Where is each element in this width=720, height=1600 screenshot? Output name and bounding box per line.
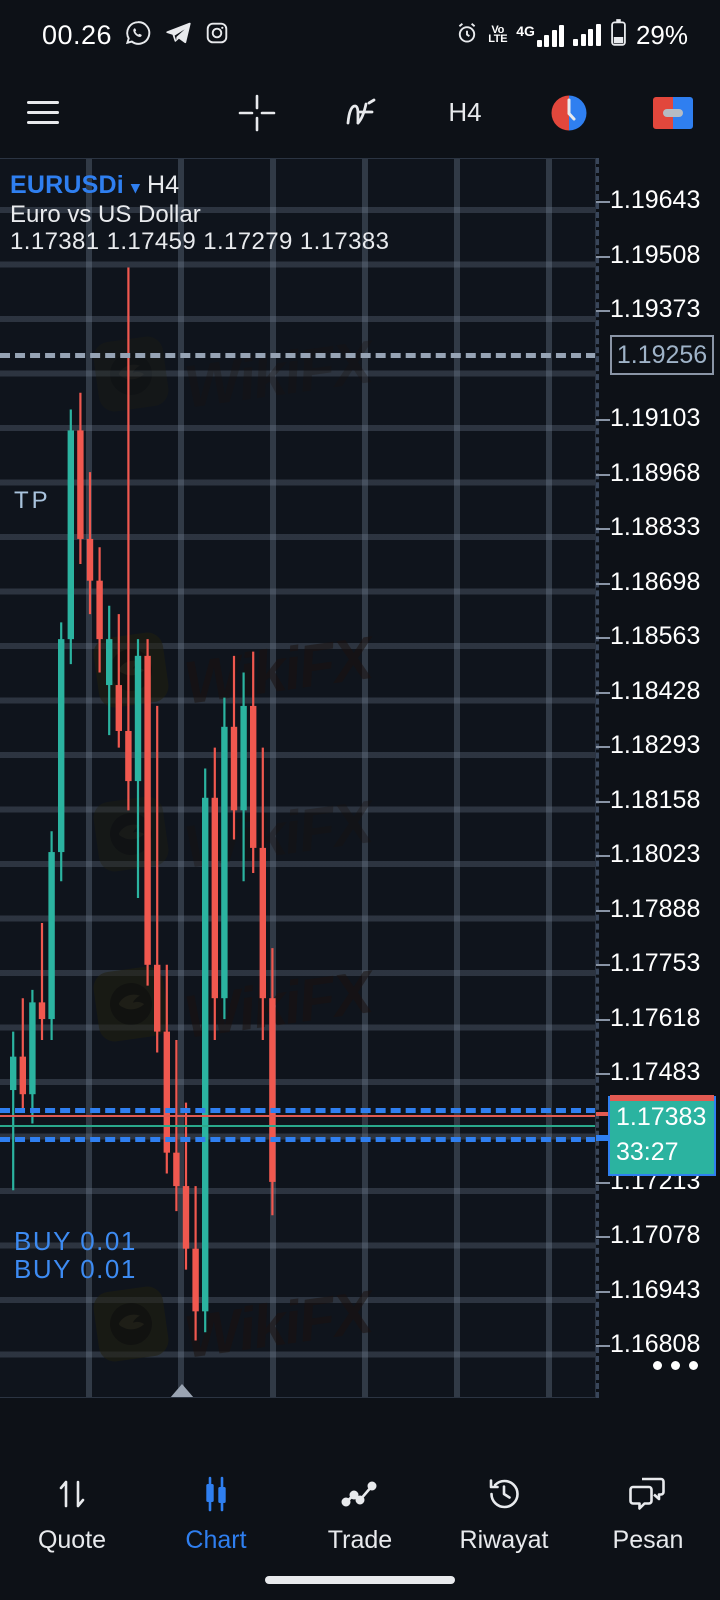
status-bar-left: 00.26 — [42, 19, 229, 52]
price-tick: 1.16943 — [596, 1276, 720, 1305]
alarm-icon — [455, 21, 479, 50]
price-tick: 1.16808 — [596, 1330, 720, 1359]
symbol-header: EURUSDi ▾ H4 Euro vs US Dollar 1.17381 1… — [10, 171, 389, 256]
price-tick: 1.18833 — [596, 513, 720, 542]
bid-line — [0, 1115, 595, 1117]
home-indicator — [265, 1576, 455, 1584]
nav-item-riwayat[interactable]: Riwayat — [432, 1472, 576, 1555]
chart-toolbar: H4 — [0, 70, 720, 155]
nav-label: Chart — [185, 1526, 247, 1554]
timeframe-button[interactable]: H4 — [448, 97, 482, 127]
price-tick: 1.18968 — [596, 459, 720, 488]
price-tick: 1.19103 — [596, 404, 720, 433]
price-tick: 1.18563 — [596, 622, 720, 651]
nav-item-pesan[interactable]: Pesan — [576, 1472, 720, 1555]
instagram-icon — [205, 21, 229, 50]
chart-plot[interactable]: WikiFX WikiFX WikiFX — [0, 158, 596, 1398]
symbol-timeframe: H4 — [146, 171, 180, 199]
buy-position-line-1[interactable] — [0, 1108, 595, 1113]
bid-cap — [610, 1095, 714, 1101]
status-bar: 00.26 — [0, 0, 720, 70]
new-order-icon[interactable] — [650, 90, 696, 136]
nav-label: Quote — [37, 1526, 107, 1554]
price-tick: 1.18698 — [596, 568, 720, 597]
nav-item-chart[interactable]: Chart — [144, 1472, 288, 1555]
bottom-navigation: Quote Chart Tr — [0, 1450, 720, 1600]
bar-countdown: 33:27 — [616, 1138, 679, 1166]
quote-arrows-icon — [54, 1472, 90, 1516]
price-tick: 1.17483 — [596, 1058, 720, 1087]
chart-area[interactable]: WikiFX WikiFX WikiFX — [0, 158, 720, 1584]
whatsapp-icon — [125, 20, 151, 51]
price-tick: 1.17078 — [596, 1221, 720, 1250]
candlestick-series — [0, 159, 595, 1397]
line-chart-icon — [341, 1472, 379, 1516]
crosshair-icon[interactable] — [234, 90, 280, 136]
position-axis-marker — [596, 1135, 618, 1141]
price-tick: 1.18158 — [596, 786, 720, 815]
axis-line — [596, 158, 599, 1398]
candlestick-icon — [198, 1472, 234, 1516]
buy-position-line-2[interactable] — [0, 1137, 595, 1142]
battery-percent: 29% — [635, 19, 688, 50]
indicator-icon[interactable] — [338, 90, 384, 136]
current-price: 1.17383 — [616, 1103, 707, 1131]
volte-icon: Vo LTE — [488, 24, 508, 45]
more-dots-icon[interactable] — [653, 1361, 698, 1370]
battery-icon — [610, 19, 627, 51]
nav-label: Trade — [327, 1526, 393, 1554]
hamburger-menu-icon[interactable] — [18, 88, 68, 138]
price-axis[interactable]: 1.19643 1.19508 1.19373 1.19103 1.18968 … — [596, 158, 720, 1398]
price-tick: 1.17618 — [596, 1004, 720, 1033]
ask-line — [0, 1125, 595, 1127]
price-tick: 1.17753 — [596, 949, 720, 978]
telegram-icon — [164, 19, 192, 52]
bid-axis-marker — [596, 1112, 618, 1116]
price-tick: 1.18293 — [596, 731, 720, 760]
nav-item-quote[interactable]: Quote — [0, 1472, 144, 1555]
tp-line[interactable] — [0, 353, 595, 358]
status-bar-right: Vo LTE 4G 29% — [455, 19, 688, 51]
chevron-down-icon[interactable]: ▾ — [131, 178, 140, 197]
symbol-line[interactable]: EURUSDi ▾ H4 — [10, 171, 389, 200]
buy-position-label-1[interactable]: BUY 0.01 — [14, 1226, 137, 1256]
nav-item-trade[interactable]: Trade — [288, 1472, 432, 1555]
network-indicator: 4G — [516, 23, 565, 47]
network-label: 4G — [516, 23, 535, 39]
volte-top: Vo — [491, 24, 505, 36]
sync-clock-icon[interactable] — [546, 90, 592, 136]
volte-bottom: LTE — [488, 33, 508, 45]
current-price-box[interactable]: 1.17383 33:27 — [608, 1095, 716, 1176]
symbol-name[interactable]: EURUSDi — [10, 171, 124, 199]
price-tick: 1.17888 — [596, 895, 720, 924]
nav-label: Pesan — [612, 1526, 684, 1554]
tp-label: TP — [14, 487, 51, 514]
price-tick: 1.19643 — [596, 186, 720, 215]
nav-label: Riwayat — [459, 1526, 549, 1554]
price-tick: 1.18023 — [596, 840, 720, 869]
tp-price-box[interactable]: 1.19256 — [610, 335, 714, 375]
symbol-description: Euro vs US Dollar — [10, 201, 201, 228]
price-tick: 1.18428 — [596, 677, 720, 706]
price-tick: 1.19373 — [596, 295, 720, 324]
symbol-ohlc: 1.17381 1.17459 1.17279 1.17383 — [10, 228, 390, 255]
buy-position-label-2[interactable]: BUY 0.01 — [14, 1254, 137, 1284]
toolbar-actions: H4 — [234, 90, 696, 136]
message-icon — [629, 1472, 667, 1516]
signal-bars-2 — [573, 24, 601, 46]
status-time: 00.26 — [42, 19, 113, 50]
history-clock-icon — [486, 1472, 522, 1516]
price-tick: 1.19508 — [596, 241, 720, 270]
signal-bars-1 — [536, 25, 565, 47]
time-marker-triangle — [170, 1384, 194, 1397]
